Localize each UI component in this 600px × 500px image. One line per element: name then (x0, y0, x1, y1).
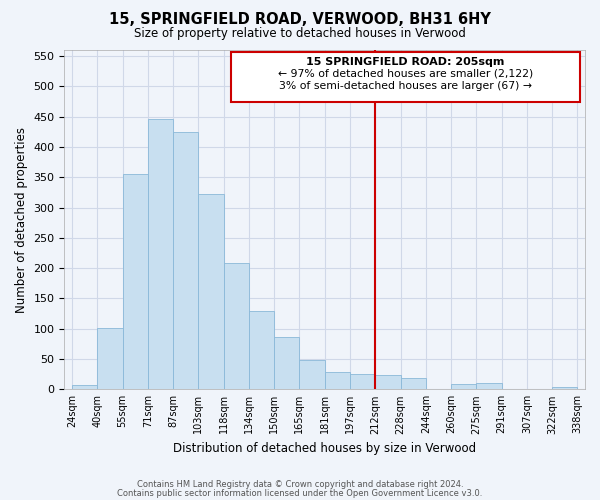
FancyBboxPatch shape (231, 52, 580, 102)
Text: 15 SPRINGFIELD ROAD: 205sqm: 15 SPRINGFIELD ROAD: 205sqm (307, 56, 505, 66)
Text: Contains public sector information licensed under the Open Government Licence v3: Contains public sector information licen… (118, 488, 482, 498)
Bar (325, 372, 350, 390)
Text: ← 97% of detached houses are smaller (2,122): ← 97% of detached houses are smaller (2,… (278, 69, 533, 79)
Bar (299, 360, 325, 390)
Bar (148, 119, 173, 390)
Bar (274, 337, 299, 390)
Bar (122, 174, 148, 390)
Bar (401, 378, 426, 390)
Text: Contains HM Land Registry data © Crown copyright and database right 2024.: Contains HM Land Registry data © Crown c… (137, 480, 463, 489)
Bar (249, 311, 274, 390)
Bar (476, 383, 502, 390)
Bar (173, 132, 199, 390)
Bar (72, 385, 97, 390)
Bar (97, 328, 122, 390)
Bar (552, 388, 577, 390)
Bar (375, 375, 401, 390)
Bar (199, 194, 224, 390)
Text: 15, SPRINGFIELD ROAD, VERWOOD, BH31 6HY: 15, SPRINGFIELD ROAD, VERWOOD, BH31 6HY (109, 12, 491, 28)
Text: Size of property relative to detached houses in Verwood: Size of property relative to detached ho… (134, 28, 466, 40)
Text: 3% of semi-detached houses are larger (67) →: 3% of semi-detached houses are larger (6… (279, 81, 532, 91)
X-axis label: Distribution of detached houses by size in Verwood: Distribution of detached houses by size … (173, 442, 476, 455)
Bar (350, 374, 375, 390)
Bar (224, 264, 249, 390)
Bar (451, 384, 476, 390)
Y-axis label: Number of detached properties: Number of detached properties (15, 126, 28, 312)
